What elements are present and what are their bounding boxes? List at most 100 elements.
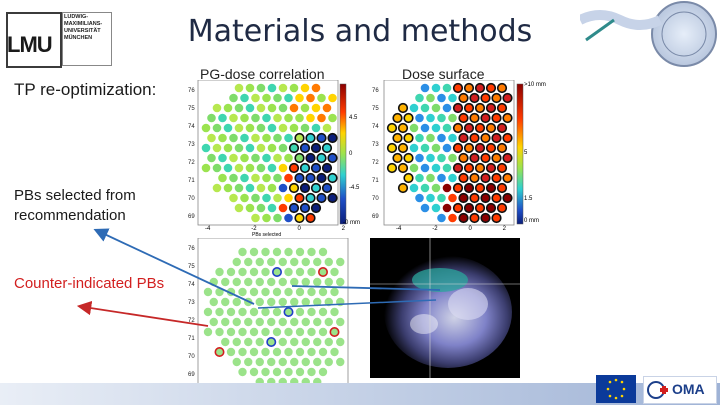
spot-dot — [273, 113, 282, 123]
spot-dot — [284, 133, 293, 143]
spot-dot — [324, 317, 333, 327]
spot-dot — [311, 123, 321, 133]
spot-dot — [267, 277, 276, 287]
spot-dot — [415, 193, 424, 203]
spot-dot — [256, 83, 266, 93]
spot-dot — [201, 143, 211, 153]
spot-dot — [409, 143, 419, 153]
spot-dot — [284, 153, 293, 163]
spot-dot — [273, 193, 282, 203]
spot-dot — [234, 163, 244, 173]
spot-dot — [218, 153, 227, 163]
spot-dot — [284, 347, 293, 357]
spot-dot — [431, 103, 441, 113]
spot-dot — [502, 172, 513, 184]
spot-dot — [238, 367, 247, 377]
spot-dot — [437, 153, 446, 163]
spot-dot — [330, 267, 339, 277]
spot-dot — [336, 277, 345, 287]
spot-dot — [442, 143, 452, 153]
lmu-logo-subtext: LUDWIG- MAXIMILIANS- UNIVERSITÄT MÜNCHEN — [64, 14, 103, 41]
spot-dot — [223, 163, 233, 173]
spot-dot — [288, 182, 300, 194]
spot-dot — [240, 153, 249, 163]
ds-colorbar-bottom: 0 mm — [524, 218, 539, 224]
spot-dot — [463, 182, 475, 194]
spot-dot — [240, 133, 249, 143]
spot-dot — [415, 153, 424, 163]
spot-dot — [310, 162, 322, 174]
spot-dot — [329, 327, 340, 338]
spot-dot — [229, 133, 238, 143]
spot-dot — [289, 103, 299, 113]
sel-y-ticks: 76 75 74 73 72 71 70 69 — [188, 246, 195, 378]
spot-dot — [251, 213, 260, 223]
spot-dot — [324, 297, 333, 307]
spot-dot — [437, 173, 446, 183]
spot-dot — [278, 277, 287, 287]
spot-dot — [256, 183, 266, 193]
spot-dot — [336, 317, 345, 327]
spot-dot — [300, 123, 310, 133]
spot-dot — [437, 93, 446, 103]
spot-dot — [491, 172, 502, 184]
spot-dot — [261, 307, 270, 317]
spot-dot — [321, 182, 333, 194]
spot-dot — [290, 337, 299, 347]
spot-dot — [267, 183, 277, 193]
spot-dot — [245, 163, 255, 173]
spot-dot — [278, 203, 288, 213]
spot-dot — [261, 367, 270, 377]
spot-dot — [437, 193, 446, 203]
spot-dot — [251, 193, 260, 203]
spot-dot — [256, 203, 266, 213]
spot-dot — [397, 102, 409, 114]
spot-dot — [403, 172, 414, 184]
spot-dot — [278, 83, 288, 93]
spot-dot — [458, 152, 469, 164]
spot-dot — [209, 297, 218, 307]
spot-dot — [234, 103, 244, 113]
spot-dot — [262, 153, 271, 163]
spot-dot — [474, 102, 486, 114]
spot-dot — [496, 162, 508, 174]
spot-dot — [448, 113, 457, 123]
spot-dot — [442, 123, 452, 133]
spot-dot — [480, 172, 491, 184]
spot-dot — [226, 327, 236, 337]
spot-dot — [251, 113, 260, 123]
spot-dot — [397, 142, 409, 154]
spot-dot — [469, 192, 480, 204]
spot-dot — [261, 247, 270, 257]
spot-dot — [403, 112, 414, 124]
pg-colorbar-tick-2: 0 — [349, 151, 353, 157]
spot-dot — [262, 133, 271, 143]
spot-dot — [420, 83, 430, 93]
spot-dot — [301, 317, 310, 327]
spot-dot — [221, 277, 230, 287]
spot-dot — [301, 337, 310, 347]
spot-dot — [209, 277, 218, 287]
spot-dot — [278, 337, 287, 347]
spot-dot — [226, 267, 236, 277]
spot-dot — [229, 173, 238, 183]
spot-dot — [480, 152, 491, 164]
spot-dot — [255, 257, 264, 267]
spot-dot — [266, 337, 277, 348]
spot-dot — [215, 267, 224, 277]
pg-colorbar-tick-3: -4.5 — [349, 185, 360, 191]
spot-dot — [284, 247, 293, 257]
spot-dot — [272, 247, 282, 257]
spot-dot — [305, 212, 316, 224]
spot-dot — [397, 162, 409, 174]
spot-dot — [403, 132, 414, 144]
spot-dot — [307, 247, 316, 257]
spot-dot — [244, 297, 253, 307]
spot-dot — [452, 82, 464, 94]
spot-dot — [313, 317, 322, 327]
spot-dot — [328, 113, 337, 123]
spot-dot — [232, 277, 241, 287]
spot-dot — [306, 113, 315, 123]
spot-dot — [244, 337, 253, 347]
spot-dot — [284, 213, 293, 223]
